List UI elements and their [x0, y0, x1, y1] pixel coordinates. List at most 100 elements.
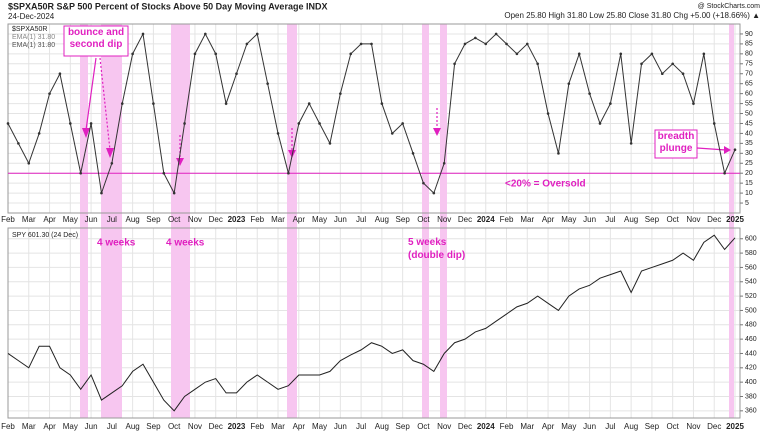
x-tick-label: Sep: [396, 215, 411, 224]
data-point: [619, 52, 623, 56]
x-tick-label: Jul: [356, 215, 366, 224]
x-tick-label: Oct: [168, 422, 181, 431]
y-tick-label: 85: [745, 41, 753, 48]
y-tick-label: 60: [745, 90, 753, 97]
data-point: [172, 191, 176, 195]
y-tick-label: 400: [745, 379, 757, 386]
quote: Open 25.80 High 31.80 Low 25.80 Close 31…: [504, 11, 760, 20]
y-tick-label: 75: [745, 61, 753, 68]
y-tick-label: 50: [745, 110, 753, 117]
x-tick-label: Dec: [458, 422, 472, 431]
x-tick-label: Mar: [520, 422, 534, 431]
x-tick-label: Aug: [126, 215, 140, 224]
legend-entry: SPY 601.30 (24 Dec): [12, 232, 78, 239]
x-tick-label: Jun: [85, 422, 98, 431]
x-tick-label: Feb: [500, 215, 514, 224]
x-tick-label: Nov: [437, 215, 451, 224]
y-tick-label: 45: [745, 120, 753, 127]
data-point: [37, 132, 41, 135]
source: @ StockCharts.com: [698, 3, 761, 10]
data-point: [328, 142, 332, 145]
data-point: [307, 102, 311, 105]
data-point: [214, 52, 218, 56]
x-tick-label: Sep: [645, 422, 660, 431]
x-tick-label: Sep: [645, 215, 660, 224]
x-tick-label: 2023: [228, 422, 246, 431]
x-tick-label: Apr: [542, 422, 555, 431]
data-point: [588, 92, 591, 95]
y-tick-label: 5: [745, 200, 749, 207]
data-point: [401, 122, 404, 125]
x-tick-label: Feb: [1, 215, 15, 224]
data-point: [640, 62, 643, 66]
x-tick-label: Jun: [583, 422, 596, 431]
data-point: [339, 92, 342, 95]
data-point: [702, 52, 706, 56]
data-point: [69, 122, 72, 125]
x-tick-label: Feb: [500, 422, 514, 431]
annotation: 4 weeks: [97, 238, 136, 249]
x-tick-label: May: [63, 215, 78, 224]
data-point: [79, 171, 82, 175]
data-point: [370, 42, 373, 46]
y-tick-label: 520: [745, 293, 757, 300]
data-point: [453, 62, 456, 66]
y-tick-label: 70: [745, 71, 753, 78]
x-tick-label: Jul: [356, 422, 366, 431]
data-point: [131, 52, 134, 56]
data-point: [245, 42, 249, 46]
x-tick-label: Oct: [417, 422, 430, 431]
annotation: breadth plunge: [658, 131, 695, 154]
legend-entry: EMA(1) 31.80: [12, 34, 55, 41]
data-point: [110, 161, 114, 165]
x-tick-label: Feb: [250, 215, 264, 224]
x-tick-label: Jun: [334, 215, 347, 224]
y-tick-label: 420: [745, 365, 757, 372]
x-tick-label: Mar: [22, 215, 36, 224]
y-tick-label: 30: [745, 150, 753, 157]
x-tick-label: May: [312, 422, 327, 431]
x-tick-label: Sep: [146, 215, 161, 224]
data-point: [235, 72, 238, 76]
x-tick-label: Apr: [293, 422, 306, 431]
legend-entry: EMA(1) 31.80: [12, 42, 55, 49]
x-tick-label: Aug: [375, 422, 389, 431]
x-tick-label: Apr: [43, 215, 56, 224]
y-tick-label: 540: [745, 279, 757, 286]
x-tick-label: Nov: [188, 422, 202, 431]
annotation-text: 5 weeks (double dip): [408, 237, 466, 261]
callout-box: [63, 25, 129, 57]
x-tick-label: 2024: [477, 422, 495, 431]
data-line: [7, 234, 736, 412]
x-tick-label: Oct: [168, 215, 181, 224]
y-tick-label: 65: [745, 81, 753, 88]
data-point: [89, 122, 93, 125]
data-point: [100, 191, 103, 195]
x-tick-label: Jun: [583, 215, 596, 224]
x-tick-label: Feb: [1, 422, 15, 431]
data-point: [525, 42, 529, 46]
x-tick-label: May: [63, 422, 78, 431]
data-point: [204, 32, 207, 36]
annotation: bounce and second dip: [68, 27, 124, 50]
y-tick-label: 15: [745, 180, 753, 187]
y-tick-label: 440: [745, 350, 757, 357]
chart-title: $SPXA50R S&P 500 Percent of Stocks Above…: [8, 1, 327, 11]
x-tick-label: Jun: [334, 422, 347, 431]
x-tick-label: May: [561, 422, 576, 431]
x-tick-label: Dec: [209, 422, 223, 431]
data-point: [505, 42, 508, 46]
x-tick-label: Dec: [707, 215, 721, 224]
data-point: [692, 102, 695, 105]
y-tick-label: 480: [745, 322, 757, 329]
x-tick-label: Jul: [605, 422, 615, 431]
data-point: [266, 82, 269, 85]
annotation: 4 weeks: [166, 238, 205, 249]
x-tick-label: 2025: [726, 215, 744, 224]
annotation: 5 weeks (double dip): [408, 237, 466, 261]
x-tick-label: Aug: [375, 215, 389, 224]
data-point: [17, 142, 20, 145]
data-point: [58, 72, 62, 76]
y-tick-label: 20: [745, 170, 753, 177]
data-point: [661, 72, 664, 76]
